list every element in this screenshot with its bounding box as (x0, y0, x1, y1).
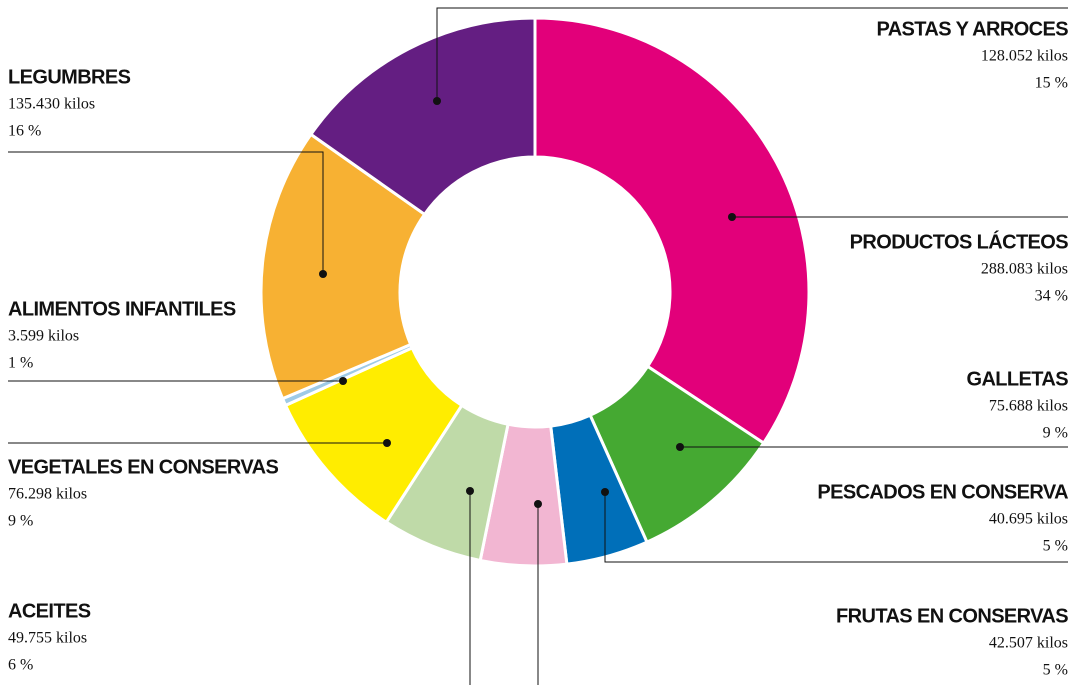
leader-line (436, 7, 1068, 101)
leader-dot (534, 500, 542, 508)
slice-percent: 5 % (1043, 538, 1068, 555)
slice-value: 3.599 kilos (8, 328, 79, 345)
leader-dot (466, 487, 474, 495)
slice-value: 135.430 kilos (8, 96, 95, 113)
slice-value: 75.688 kilos (989, 398, 1068, 415)
leader-dot (728, 213, 736, 221)
slice-value: 76.298 kilos (8, 486, 87, 503)
donut-slice (308, 16, 537, 217)
slice-percent: 6 % (8, 657, 33, 674)
leader-line (604, 492, 1068, 563)
slice-value: 42.507 kilos (989, 635, 1068, 652)
slice-percent: 5 % (1043, 662, 1068, 679)
slice-name: PASTAS Y ARROCES (876, 18, 1068, 40)
slice-name: ACEITES (8, 600, 91, 622)
slice-name: VEGETALES EN CONSERVAS (8, 456, 278, 478)
donut-slice (533, 16, 811, 446)
slice-name: LEGUMBRES (8, 66, 131, 88)
leader-dot (433, 97, 441, 105)
leader-line (8, 151, 324, 274)
leader-dot (676, 443, 684, 451)
slice-percent: 15 % (1035, 75, 1068, 92)
slice-value: 49.755 kilos (8, 630, 87, 647)
slice-name: PESCADOS EN CONSERVA (817, 481, 1068, 503)
slice-percent: 34 % (1035, 288, 1068, 305)
slice-name: GALLETAS (967, 368, 1069, 390)
slice-percent: 16 % (8, 123, 41, 140)
slice-name: PRODUCTOS LÁCTEOS (850, 230, 1069, 253)
slice-percent: 9 % (8, 513, 33, 530)
leader-dot (319, 270, 327, 278)
slice-value: 40.695 kilos (989, 511, 1068, 528)
leader-dot (383, 439, 391, 447)
slice-value: 128.052 kilos (981, 48, 1068, 65)
slice-name: FRUTAS EN CONSERVAS (836, 605, 1068, 627)
slice-value: 288.083 kilos (981, 261, 1068, 278)
leader-dot (339, 377, 347, 385)
slice-name: ALIMENTOS INFANTILES (8, 298, 236, 320)
donut-slice (259, 132, 427, 401)
leader-dot (601, 488, 609, 496)
slice-percent: 1 % (8, 355, 33, 372)
slice-percent: 9 % (1043, 425, 1068, 442)
